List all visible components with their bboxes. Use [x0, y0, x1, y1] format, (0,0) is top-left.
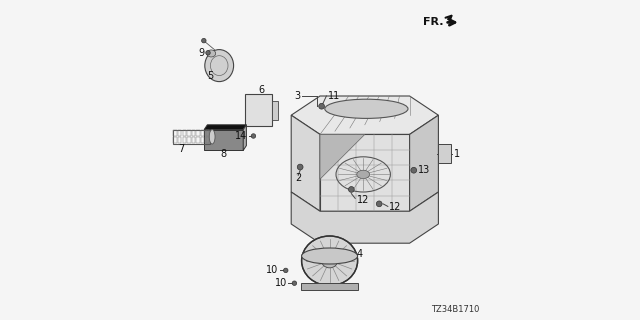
Bar	[173, 138, 177, 143]
Bar	[245, 94, 272, 126]
Polygon shape	[291, 192, 438, 243]
Circle shape	[251, 134, 256, 138]
Polygon shape	[410, 115, 438, 211]
Circle shape	[284, 268, 288, 273]
Circle shape	[202, 38, 206, 43]
Bar	[188, 130, 191, 136]
Ellipse shape	[205, 50, 234, 82]
Bar	[201, 138, 204, 143]
Text: 12: 12	[388, 202, 401, 212]
Text: TZ34B1710: TZ34B1710	[431, 305, 479, 314]
Ellipse shape	[207, 50, 216, 57]
Bar	[182, 138, 186, 143]
Ellipse shape	[324, 99, 408, 118]
Circle shape	[206, 51, 210, 55]
Polygon shape	[291, 96, 438, 134]
Bar	[205, 130, 209, 136]
Bar	[196, 130, 200, 136]
Bar	[192, 138, 195, 143]
Circle shape	[376, 201, 382, 207]
Text: 7: 7	[179, 144, 185, 155]
Circle shape	[349, 187, 355, 192]
Polygon shape	[320, 134, 410, 211]
Bar	[438, 144, 451, 163]
Ellipse shape	[301, 236, 358, 286]
Text: 12: 12	[357, 195, 369, 205]
Polygon shape	[204, 130, 243, 150]
Polygon shape	[291, 115, 320, 211]
Text: FR.: FR.	[422, 17, 443, 28]
Polygon shape	[243, 125, 246, 150]
Bar	[182, 130, 186, 136]
Text: 11: 11	[328, 91, 340, 101]
Text: 1: 1	[454, 148, 460, 159]
Bar	[201, 130, 204, 136]
Text: 2: 2	[295, 172, 301, 183]
Bar	[196, 138, 200, 143]
Text: 14: 14	[236, 131, 248, 141]
Ellipse shape	[301, 248, 358, 264]
Ellipse shape	[357, 170, 370, 179]
Text: 10: 10	[275, 278, 287, 288]
Bar	[205, 138, 209, 143]
Circle shape	[297, 164, 303, 170]
Circle shape	[292, 281, 297, 285]
Text: 13: 13	[419, 165, 431, 175]
Polygon shape	[301, 283, 358, 290]
Bar	[173, 130, 210, 144]
Text: 6: 6	[259, 85, 265, 95]
Text: 3: 3	[294, 91, 301, 101]
Text: 8: 8	[220, 149, 227, 159]
Ellipse shape	[322, 254, 338, 268]
Bar	[272, 101, 278, 120]
Bar	[178, 130, 181, 136]
Bar	[178, 138, 181, 143]
Bar	[173, 130, 177, 136]
Ellipse shape	[209, 130, 215, 144]
Bar	[192, 130, 195, 136]
Text: 4: 4	[356, 249, 362, 260]
Text: 10: 10	[266, 265, 278, 276]
Polygon shape	[320, 134, 365, 179]
Circle shape	[319, 103, 324, 109]
Polygon shape	[204, 125, 246, 130]
Bar	[188, 138, 191, 143]
Text: 9: 9	[198, 48, 204, 58]
Circle shape	[411, 167, 417, 173]
Text: 5: 5	[207, 71, 214, 81]
